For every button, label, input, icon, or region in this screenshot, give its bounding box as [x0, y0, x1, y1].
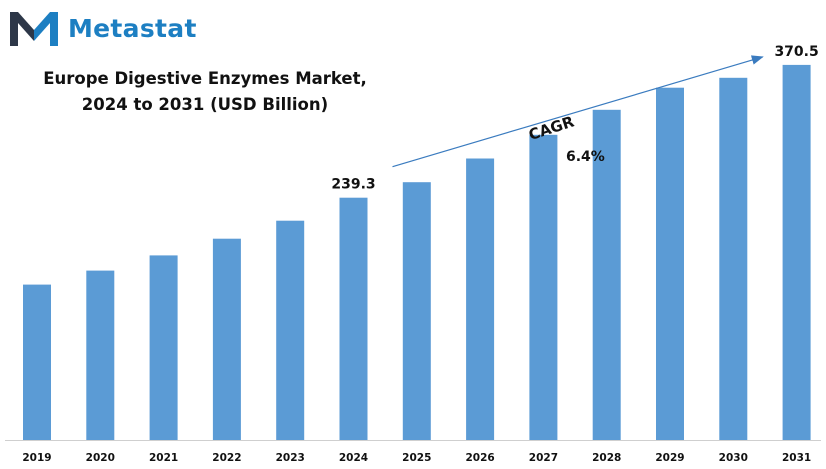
- x-tick-label-2019: 2019: [22, 452, 51, 464]
- bar-2029: [656, 87, 684, 440]
- bar-2020: [86, 270, 115, 440]
- chart-title-line2: 2024 to 2031 (USD Billion): [81, 95, 329, 114]
- x-tick-label-2031: 2031: [782, 452, 811, 464]
- x-tick-label-2025: 2025: [402, 452, 431, 464]
- bar-2027: [529, 134, 558, 441]
- chart-title-line1: Europe Digestive Enzymes Market,: [43, 69, 367, 88]
- bar-2026: [466, 158, 495, 440]
- x-tick-label-2023: 2023: [276, 452, 305, 464]
- bar-2028: [592, 109, 621, 441]
- x-tick-label-2020: 2020: [86, 452, 115, 464]
- bar-2023: [276, 220, 305, 440]
- x-tick-label-2026: 2026: [465, 452, 494, 464]
- cagr-arrow: [392, 55, 764, 168]
- data-label-2024: 239.3: [331, 177, 375, 193]
- x-tick-label-2029: 2029: [655, 452, 684, 464]
- bar-2021: [149, 255, 178, 440]
- bar-2030: [719, 77, 748, 441]
- metastat-m-logo-icon: [10, 12, 58, 46]
- bar-2025: [402, 182, 431, 440]
- chart-title: Europe Digestive Enzymes Market, 2024 to…: [40, 66, 370, 118]
- x-tick-label-2027: 2027: [529, 452, 558, 464]
- bar-2031: [782, 64, 811, 441]
- x-tick-label-2022: 2022: [212, 452, 241, 464]
- x-tick-label-2024: 2024: [339, 452, 368, 464]
- x-tick-label-2021: 2021: [149, 452, 178, 464]
- brand-name: Metastat: [68, 14, 197, 43]
- x-tick-label-2030: 2030: [719, 452, 748, 464]
- brand-logo: Metastat: [10, 8, 210, 48]
- bar-2022: [212, 238, 241, 440]
- x-tick-label-2028: 2028: [592, 452, 621, 464]
- bar-2019: [23, 284, 51, 440]
- cagr-value: 6.4%: [566, 149, 605, 165]
- data-label-2031: 370.5: [774, 44, 818, 60]
- bar-2024: [339, 197, 368, 440]
